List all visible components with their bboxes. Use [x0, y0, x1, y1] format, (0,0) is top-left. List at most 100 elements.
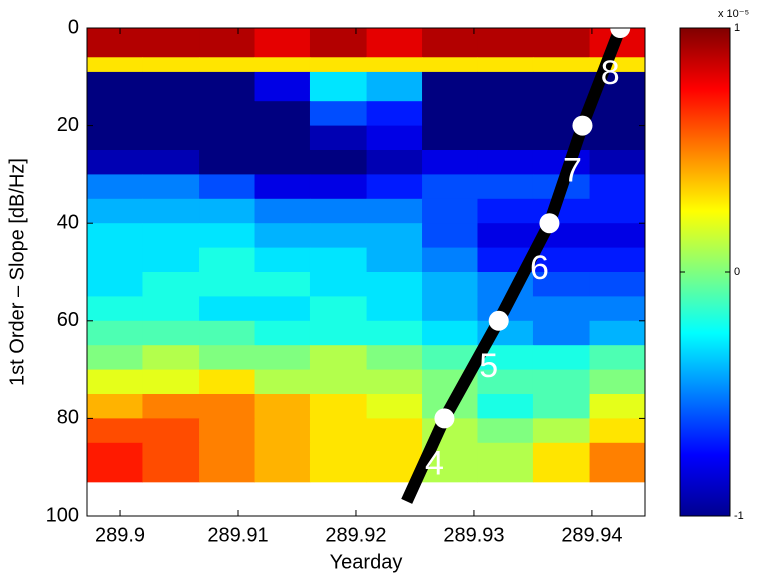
- heatmap-cell: [477, 28, 534, 58]
- y-tick-label: 40: [57, 211, 79, 233]
- heatmap-cell: [254, 369, 311, 395]
- heatmap-cell: [589, 442, 645, 483]
- colorbar-tick-label: 0: [734, 266, 740, 278]
- colorbar-tick-label: -1: [734, 510, 744, 522]
- heatmap-cell: [422, 125, 478, 151]
- y-tick-label: 20: [57, 114, 79, 136]
- heatmap-cell: [532, 394, 591, 419]
- heatmap-cell: [589, 320, 645, 346]
- plot-frame: [86, 27, 646, 517]
- heatmap-cell: [87, 418, 143, 444]
- heatmap-cell: [366, 369, 423, 395]
- heatmap-cell: [477, 369, 534, 395]
- heatmap-cell: [142, 418, 200, 444]
- heatmap-cell: [254, 125, 311, 151]
- heatmap-cell: [142, 57, 200, 73]
- heatmap-cell: [422, 101, 478, 127]
- heatmap-cell: [199, 198, 256, 224]
- heatmap-cell: [309, 394, 368, 419]
- heatmap-cell: [199, 125, 256, 151]
- heatmap-cell: [87, 369, 143, 395]
- heatmap-cell: [142, 223, 200, 249]
- heatmap-cell: [477, 125, 534, 151]
- heatmap-cell: [199, 71, 256, 102]
- heatmap-cell: [366, 296, 423, 322]
- heatmap-cell: [87, 150, 143, 175]
- heatmap-cell: [366, 394, 423, 419]
- heatmap-cell: [142, 150, 200, 175]
- heatmap-cell: [87, 125, 143, 151]
- heatmap-cell: [532, 369, 591, 395]
- heatmap-cell: [477, 174, 534, 200]
- heatmap-cell: [422, 320, 478, 346]
- heatmap-cell: [477, 150, 534, 175]
- heatmap-cell: [254, 28, 311, 58]
- heatmap-cell: [422, 57, 478, 73]
- heatmap-cell: [309, 57, 368, 73]
- y-tick-label: 60: [57, 309, 79, 331]
- heatmap-cell: [589, 150, 645, 175]
- x-tick-label: 289.91: [207, 524, 268, 546]
- track-point-label: 4: [425, 444, 444, 482]
- x-tick-label: 289.92: [325, 524, 386, 546]
- heatmap-cell: [87, 272, 143, 297]
- heatmap-cell: [199, 345, 256, 371]
- heatmap-cell: [199, 320, 256, 346]
- heatmap-cell: [309, 247, 368, 273]
- heatmap-cell: [142, 174, 200, 200]
- heatmap-cell: [87, 101, 143, 127]
- heatmap-cell: [477, 198, 534, 224]
- heatmap-cell: [87, 320, 143, 346]
- heatmap-cell: [254, 174, 311, 200]
- heatmap-cell: [142, 247, 200, 273]
- heatmap-cell: [477, 101, 534, 127]
- heatmap-cell: [87, 394, 143, 419]
- track-point: [539, 213, 560, 234]
- heatmap-cell: [199, 101, 256, 127]
- heatmap-cell: [309, 320, 368, 346]
- heatmap-cell: [477, 57, 534, 73]
- heatmap-cell: [309, 296, 368, 322]
- heatmap-cell: [309, 418, 368, 444]
- y-tick-label: 100: [46, 504, 79, 526]
- heatmap-cell: [422, 150, 478, 175]
- heatmap-cell: [309, 150, 368, 175]
- heatmap-cell: [254, 418, 311, 444]
- heatmap-cell: [309, 369, 368, 395]
- heatmap-cell: [142, 394, 200, 419]
- heatmap-cell: [87, 296, 143, 322]
- heatmap-cell: [254, 272, 311, 297]
- heatmap-cell: [254, 57, 311, 73]
- heatmap-cell: [589, 223, 645, 249]
- track-point: [434, 408, 455, 429]
- heatmap-cell: [87, 198, 143, 224]
- heatmap-cell: [87, 174, 143, 200]
- colorbar-tick-label: 1: [734, 22, 740, 34]
- heatmap-cell: [254, 198, 311, 224]
- heatmap-cell: [477, 418, 534, 444]
- heatmap-cell: [254, 394, 311, 419]
- heatmap-cell: [142, 320, 200, 346]
- heatmap-cell: [142, 369, 200, 395]
- heatmap-cell: [422, 71, 478, 102]
- heatmap-cell: [589, 247, 645, 273]
- heatmap-cell: [532, 272, 591, 297]
- heatmap-cell: [422, 198, 478, 224]
- heatmap-cell: [589, 418, 645, 444]
- heatmap-cell: [142, 272, 200, 297]
- heatmap-cell: [532, 71, 591, 102]
- heatmap-cell: [366, 57, 423, 73]
- y-tick-label: 80: [57, 407, 79, 429]
- heatmap-cell: [199, 418, 256, 444]
- heatmap-cell: [87, 57, 143, 73]
- heatmap-cell: [532, 28, 591, 58]
- heatmap-cell: [589, 296, 645, 322]
- heatmap-cell: [199, 223, 256, 249]
- heatmap-cell: [589, 198, 645, 224]
- heatmap-cell: [589, 125, 645, 151]
- heatmap-cell: [309, 125, 368, 151]
- heatmap-cell: [477, 394, 534, 419]
- heatmap-cell: [199, 57, 256, 73]
- heatmap-cell: [142, 345, 200, 371]
